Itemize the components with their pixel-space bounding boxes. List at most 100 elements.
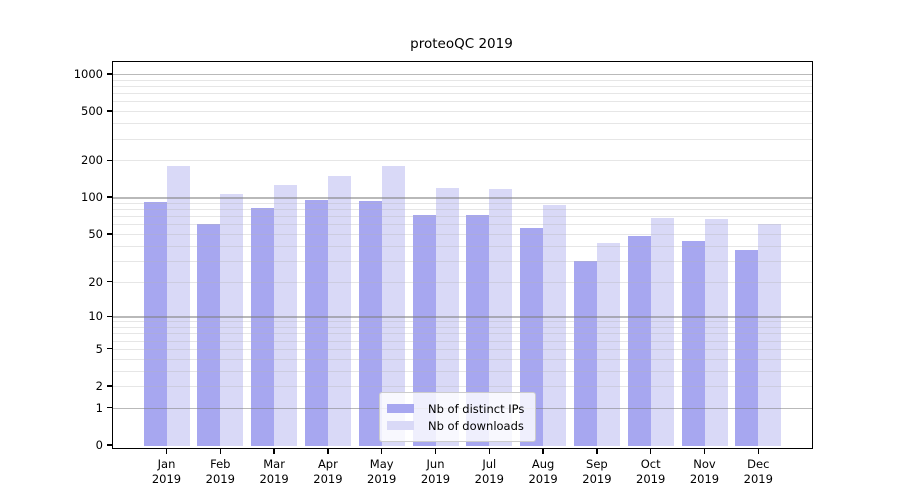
bar-distinct-ips [735,249,759,446]
bar-downloads [220,193,244,446]
y-axis-tick-label: 200 [81,153,103,168]
bar-distinct-ips [251,208,275,446]
legend-label-downloads: Nb of downloads [428,418,524,433]
y-axis-tick-label: 0 [95,438,103,452]
y-axis-tick [107,444,113,446]
x-axis-tick [542,448,544,454]
y-axis-tick [107,73,113,75]
x-axis-tick [327,448,329,454]
gridline-minor [113,327,812,328]
legend-item-downloads: Nb of downloads [387,417,524,434]
gridline-minor [113,101,812,103]
x-axis-tick-label: Feb 2019 [205,457,235,486]
gridline-minor [113,281,812,283]
gridline-minor [113,386,812,387]
x-axis-tick [488,448,490,454]
x-axis-tick [165,448,168,454]
bar-downloads [704,219,728,446]
y-axis-tick-label: 100 [81,190,103,205]
y-axis-tick-label: 2 [95,379,103,393]
bar-downloads [327,175,351,446]
x-axis-tick-label: Nov 2019 [689,457,720,486]
gridline-minor [113,224,812,226]
gridline-minor [113,370,812,372]
bar-downloads [543,204,567,446]
gridline-minor [113,111,812,113]
bar-downloads [596,243,620,446]
x-axis-tick-label: Jul 2019 [474,457,504,486]
x-axis-tick-label: May 2019 [367,457,397,486]
gridline-minor [113,138,812,140]
x-axis-tick [650,448,652,454]
x-axis-tick-label: Jan 2019 [151,457,182,486]
legend-item-distinct-ips: Nb of distinct IPs [387,400,524,417]
x-axis-tick [273,448,275,454]
legend-label-distinct-ips: Nb of distinct IPs [428,401,525,416]
bar-distinct-ips [681,240,705,446]
y-axis-tick [107,196,113,198]
x-axis-tick [434,448,437,454]
gridline-major [113,73,812,76]
bar-distinct-ips [573,260,597,446]
chart-title: proteoQC 2019 [410,36,513,52]
y-axis-tick-label: 1000 [73,66,103,81]
bar-downloads [650,217,674,446]
gridline-minor [113,85,812,87]
gridline-minor [113,209,812,211]
gridline-minor [113,160,812,162]
x-axis-tick-label: Jun 2019 [420,457,451,486]
y-axis-tick [107,315,113,317]
bar-downloads [758,224,782,446]
gridline-major [113,197,812,199]
bar-distinct-ips [358,201,382,446]
y-axis-tick-label: 10 [88,309,103,324]
gridline-minor [113,358,812,360]
legend-swatch-downloads [387,421,414,430]
bar-distinct-ips [466,214,490,446]
y-axis-tick [107,159,113,161]
legend-swatch-distinct-ips [387,404,414,413]
y-axis-tick-label: 20 [88,274,103,289]
y-axis-tick [107,110,113,112]
gridline-minor [113,333,812,335]
gridline-minor [113,202,812,204]
gridline-minor [113,216,812,218]
gridline-minor [113,233,812,235]
gridline-minor [113,348,812,350]
x-axis-tick-label: Aug 2019 [528,457,558,486]
x-axis-tick-label: Dec 2019 [743,457,773,486]
bar-distinct-ips [520,227,544,446]
x-axis-tick-label: Mar 2019 [259,457,289,486]
y-axis-tick-label: 500 [81,104,103,119]
y-axis-tick-label: 50 [88,226,103,241]
x-axis-tick-label: Oct 2019 [636,457,666,486]
gridline-minor [113,123,812,125]
y-axis-tick [107,348,113,350]
legend: Nb of distinct IPs Nb of downloads [379,392,537,442]
bar-distinct-ips [627,236,651,446]
gridline-minor [113,321,812,323]
bar-distinct-ips [304,200,328,446]
y-axis-tick-label: 1 [95,400,103,415]
bar-distinct-ips [412,214,436,446]
y-axis-tick [107,280,113,283]
x-axis-tick [219,448,221,454]
gridline-minor [113,260,812,262]
y-axis-tick [107,407,113,409]
x-axis-tick-label: Apr 2019 [313,457,343,486]
plot-area: 0 1 2 5 10 20 50 100 200 500 1000 Jan 2019 Feb 2019 Mar… [74,61,813,486]
x-axis-tick [596,448,598,454]
bar-downloads [274,184,298,446]
x-axis-tick [381,448,383,454]
gridline-major [113,316,812,318]
y-axis-tick [107,233,113,235]
bar-downloads [166,165,190,446]
gridline-minor [113,79,812,81]
y-axis-tick [107,385,113,387]
x-axis-tick-label: Sep 2019 [582,457,612,486]
y-axis-tick-label: 5 [95,341,103,356]
bar-downloads [381,166,405,446]
gridline-minor [113,93,812,95]
x-axis-tick [757,448,759,454]
